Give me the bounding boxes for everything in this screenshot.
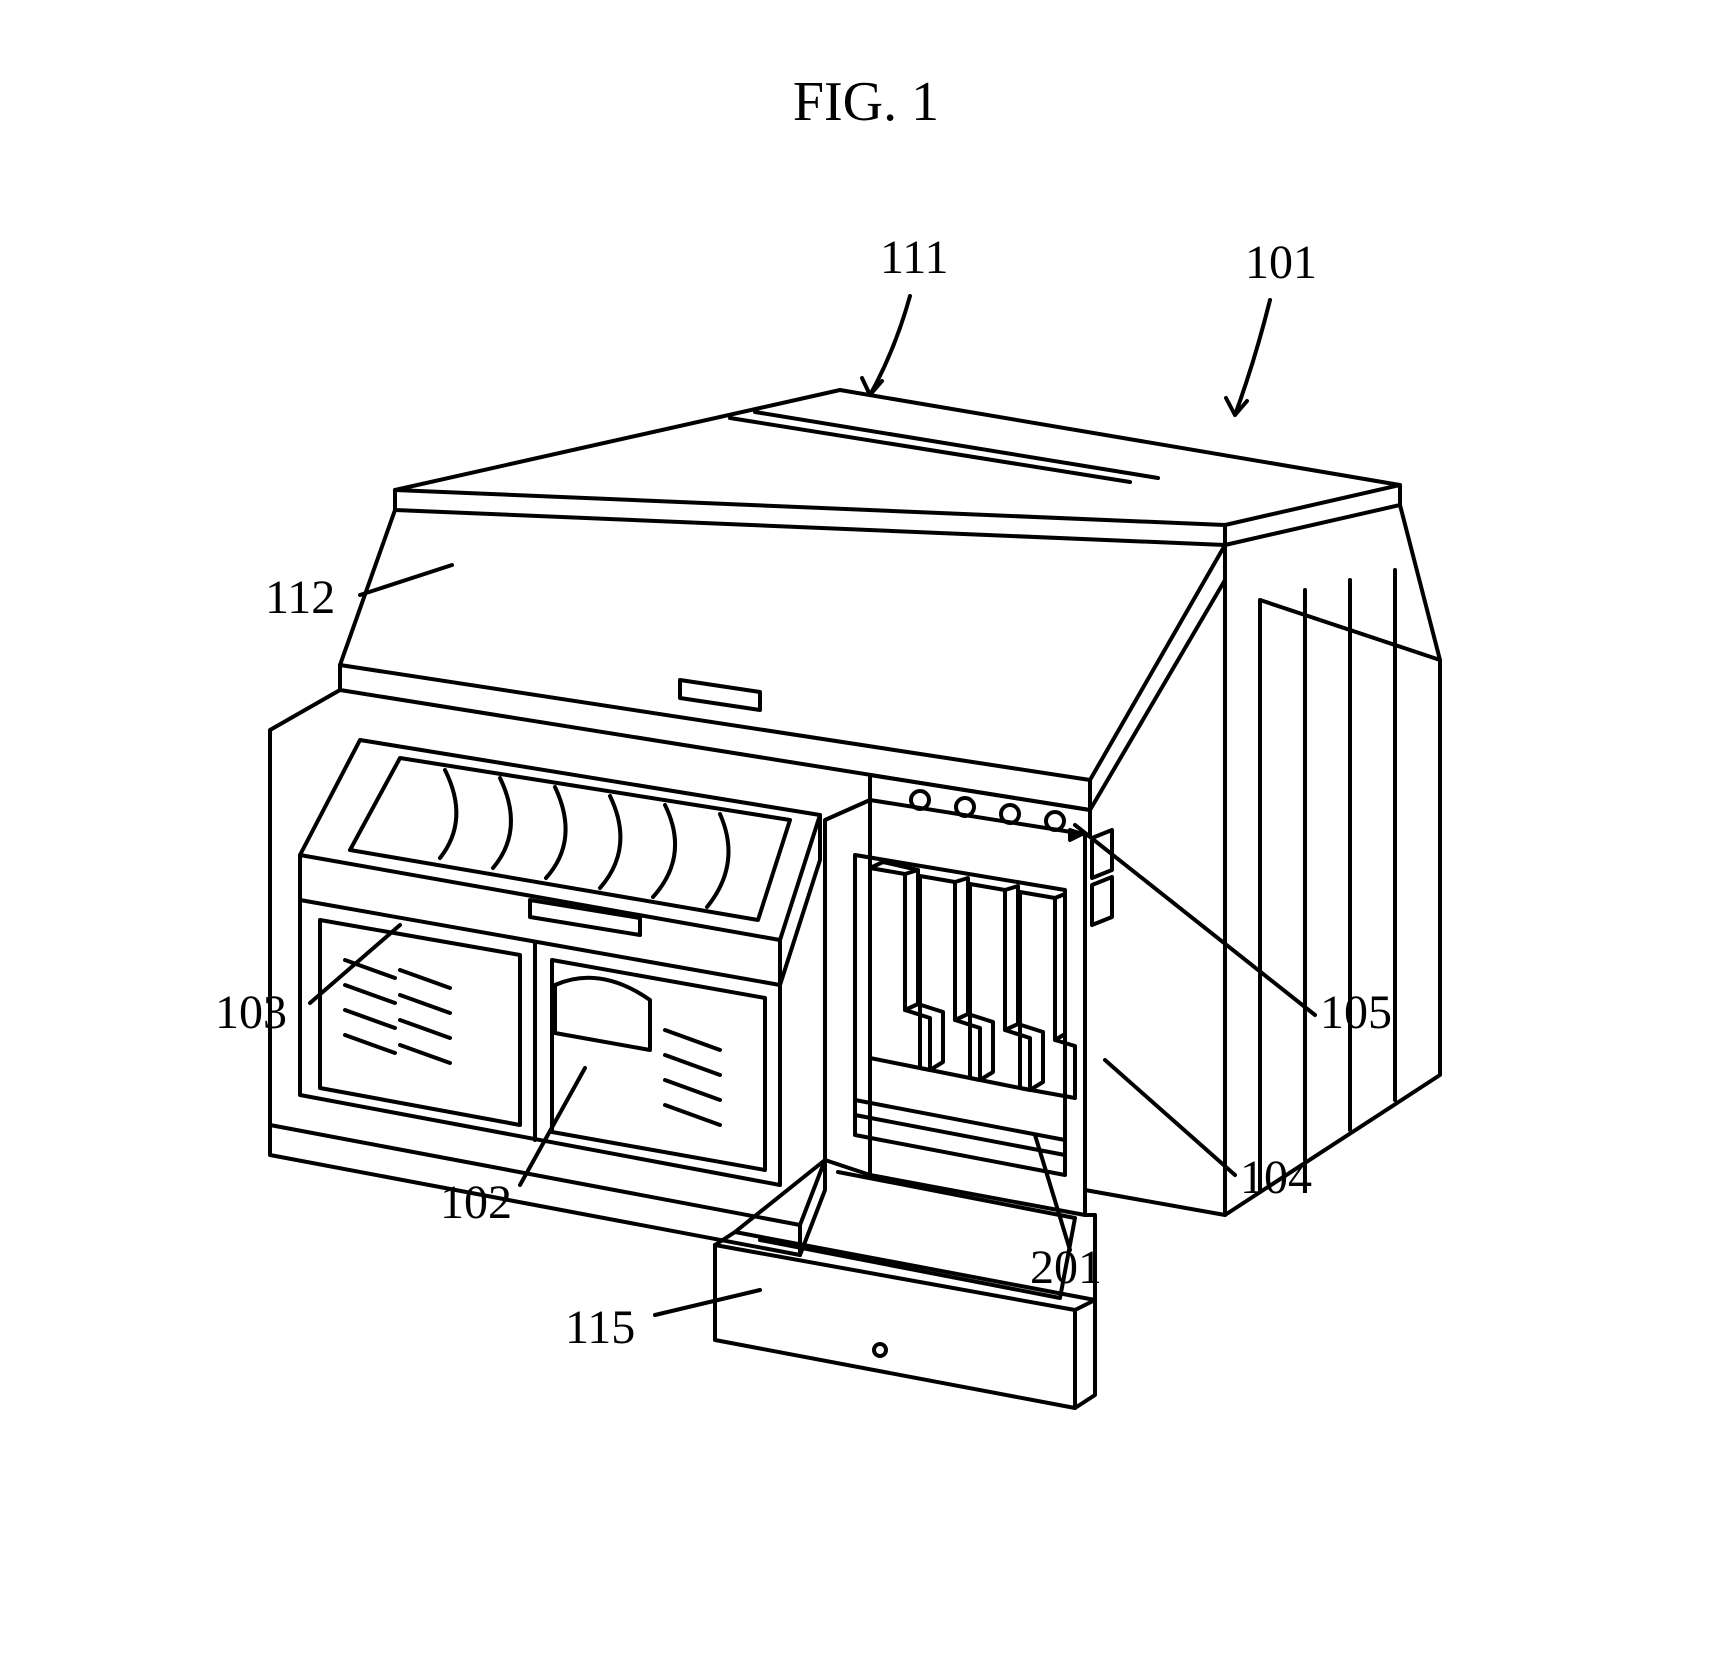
label-201: 201 — [1030, 1240, 1102, 1295]
label-105: 105 — [1320, 985, 1392, 1040]
label-115: 115 — [565, 1300, 635, 1355]
label-111: 111 — [880, 230, 948, 285]
label-101: 101 — [1245, 235, 1317, 290]
label-104: 104 — [1240, 1150, 1312, 1205]
label-112: 112 — [265, 570, 335, 625]
printer-diagram — [0, 0, 1732, 1662]
label-103: 103 — [215, 985, 287, 1040]
figure-page: FIG. 1 — [0, 0, 1732, 1662]
label-102: 102 — [440, 1175, 512, 1230]
